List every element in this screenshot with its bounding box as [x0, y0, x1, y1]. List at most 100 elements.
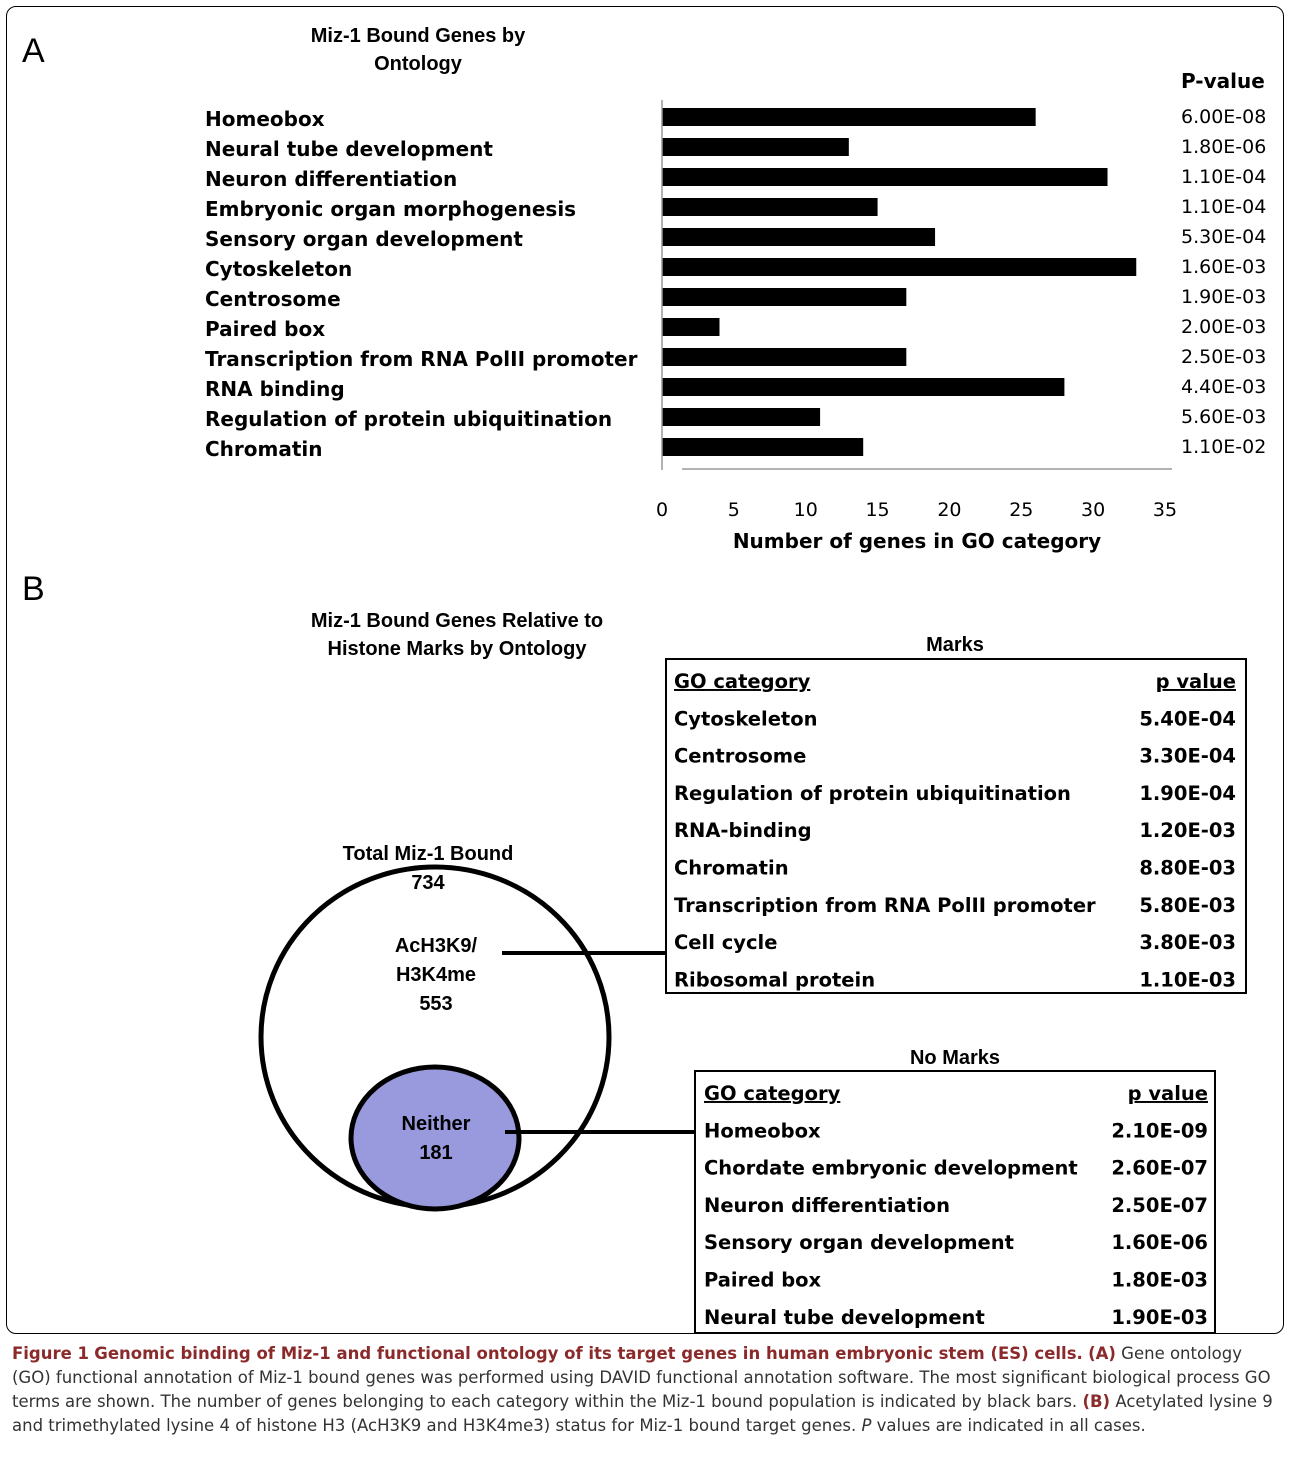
- venn-total-count: 734: [411, 872, 445, 894]
- table-header-pvalue: p value: [1128, 1082, 1208, 1105]
- marks-table-border: [665, 658, 1247, 994]
- category-label: Embryonic organ morphogenesis: [205, 197, 576, 221]
- table-header-category: GO category: [704, 1082, 841, 1105]
- pvalue-label: 1.10E-04: [1181, 196, 1266, 218]
- table-cell-category: Ribosomal protein: [674, 968, 875, 991]
- caption-text-b-1: Acetylated lysine 9 and trimethylated ly…: [12, 1392, 1273, 1435]
- pvalue-label: 1.60E-03: [1181, 256, 1266, 278]
- panel-b-title-line-1: Miz-1 Bound Genes Relative to: [311, 610, 603, 632]
- panel-a-title-line-2: Ontology: [374, 53, 463, 75]
- table-cell-pvalue: 3.30E-04: [1139, 745, 1236, 768]
- panel-a-title-line-1: Miz-1 Bound Genes by: [311, 25, 526, 47]
- table-cell-pvalue: 1.60E-06: [1111, 1231, 1208, 1254]
- table-cell-category: Chromatin: [674, 857, 789, 880]
- x-tick-label: 10: [794, 499, 818, 521]
- x-tick-label: 25: [1009, 499, 1033, 521]
- venn-neither-label: Neither: [402, 1113, 471, 1135]
- table-cell-pvalue: 2.50E-07: [1111, 1194, 1208, 1217]
- category-label: RNA binding: [205, 377, 345, 401]
- x-tick-label: 15: [865, 499, 889, 521]
- marks-table: GO category p value Cytoskeleton 5.40E-04 C…: [674, 670, 1236, 991]
- table-header-category: GO category: [674, 670, 811, 693]
- bar: [662, 168, 1108, 186]
- pvalue-label: 1.10E-02: [1181, 436, 1266, 458]
- category-label: Centrosome: [205, 287, 341, 311]
- table-cell-pvalue: 5.80E-03: [1139, 894, 1236, 917]
- table-cell-category: Neural tube development: [704, 1306, 985, 1329]
- category-label: Regulation of protein ubiquitination: [205, 407, 612, 431]
- x-tick-label: 20: [937, 499, 961, 521]
- table-cell-category: Centrosome: [674, 745, 806, 768]
- x-tick-label: 5: [728, 499, 740, 521]
- panel-a-letter: A: [22, 32, 45, 70]
- bar: [662, 438, 864, 456]
- bar: [662, 198, 878, 216]
- pvalue-label: 5.30E-04: [1181, 226, 1266, 248]
- pvalue-label: 1.10E-04: [1181, 166, 1266, 188]
- table-cell-category: Homeobox: [704, 1119, 821, 1142]
- venn-marked-label-2: H3K4me: [396, 964, 476, 986]
- caption-figure-label: Figure 1: [12, 1344, 90, 1363]
- pvalue-label: 2.00E-03: [1181, 316, 1266, 338]
- category-label: Neuron differentiation: [205, 167, 457, 191]
- pvalue-label: 6.00E-08: [1181, 106, 1266, 128]
- table-cell-pvalue: 3.80E-03: [1139, 931, 1236, 954]
- pvalue-label: 1.90E-03: [1181, 286, 1266, 308]
- pvalue-header: P-value: [1181, 69, 1265, 93]
- table-cell-category: Chordate embryonic development: [704, 1157, 1078, 1180]
- bar: [662, 288, 907, 306]
- table-cell-category: Cell cycle: [674, 931, 777, 954]
- figure-frame: [6, 6, 1284, 1334]
- x-tick-label: 35: [1153, 499, 1177, 521]
- category-label: Homeobox: [205, 107, 325, 131]
- figure-caption: Figure 1 Genomic binding of Miz-1 and fu…: [12, 1342, 1278, 1438]
- venn-marked-count: 553: [419, 993, 452, 1015]
- table-cell-category: Cytoskeleton: [674, 707, 818, 730]
- caption-title: Genomic binding of Miz-1 and functional …: [94, 1344, 1083, 1363]
- table-cell-category: Sensory organ development: [704, 1231, 1014, 1254]
- table-cell-pvalue: 5.40E-04: [1139, 707, 1236, 730]
- table-cell-category: RNA-binding: [674, 819, 812, 842]
- table-cell-pvalue: 1.80E-03: [1111, 1269, 1208, 1292]
- caption-label-b: (B): [1082, 1392, 1111, 1411]
- panel-b-title-line-2: Histone Marks by Ontology: [328, 638, 588, 660]
- pvalue-label: 1.80E-06: [1181, 136, 1266, 158]
- category-label: Sensory organ development: [205, 227, 523, 251]
- table-cell-pvalue: 2.10E-09: [1111, 1119, 1208, 1142]
- pvalue-label: 5.60E-03: [1181, 406, 1266, 428]
- bar: [662, 318, 720, 336]
- bar: [662, 258, 1137, 276]
- bar: [662, 378, 1065, 396]
- nomarks-table: GO category p value Homeobox 2.10E-09 Chord…: [704, 1082, 1208, 1329]
- category-label: Cytoskeleton: [205, 257, 352, 281]
- pvalue-label: 2.50E-03: [1181, 346, 1266, 368]
- figure-canvas: A Miz-1 Bound Genes by Ontology P-value …: [22, 25, 1266, 1334]
- bar: [662, 408, 821, 426]
- table-cell-category: Neuron differentiation: [704, 1194, 950, 1217]
- table-cell-category: Transcription from RNA PolII promoter: [674, 894, 1096, 917]
- venn-inner-circle: [348, 1064, 522, 1212]
- x-tick-label: 0: [656, 499, 668, 521]
- table-cell-pvalue: 2.60E-07: [1111, 1157, 1208, 1180]
- caption-label-a: (A): [1088, 1344, 1116, 1363]
- marks-table-title: Marks: [926, 634, 984, 656]
- venn-marked-label-1: AcH3K9/: [395, 935, 478, 957]
- category-label: Neural tube development: [205, 137, 493, 161]
- table-cell-category: Regulation of protein ubiquitination: [674, 782, 1071, 805]
- category-label: Transcription from RNA PolII promoter: [205, 347, 638, 371]
- bar: [662, 228, 936, 246]
- table-cell-category: Paired box: [704, 1269, 822, 1292]
- caption-text-b-p: P: [861, 1416, 872, 1435]
- bar: [662, 108, 1036, 126]
- category-label: Chromatin: [205, 437, 323, 461]
- panel-b-letter: B: [22, 570, 45, 608]
- table-cell-pvalue: 1.90E-03: [1111, 1306, 1208, 1329]
- category-label: Paired box: [205, 317, 325, 341]
- table-cell-pvalue: 1.20E-03: [1139, 819, 1236, 842]
- venn-neither-count: 181: [419, 1142, 452, 1164]
- nomarks-table-title: No Marks: [910, 1047, 1000, 1069]
- caption-text-a: Gene ontology (GO) functional annotation…: [12, 1344, 1271, 1411]
- table-cell-pvalue: 8.80E-03: [1139, 857, 1236, 880]
- x-tick-label: 30: [1081, 499, 1105, 521]
- table-header-pvalue: p value: [1156, 670, 1236, 693]
